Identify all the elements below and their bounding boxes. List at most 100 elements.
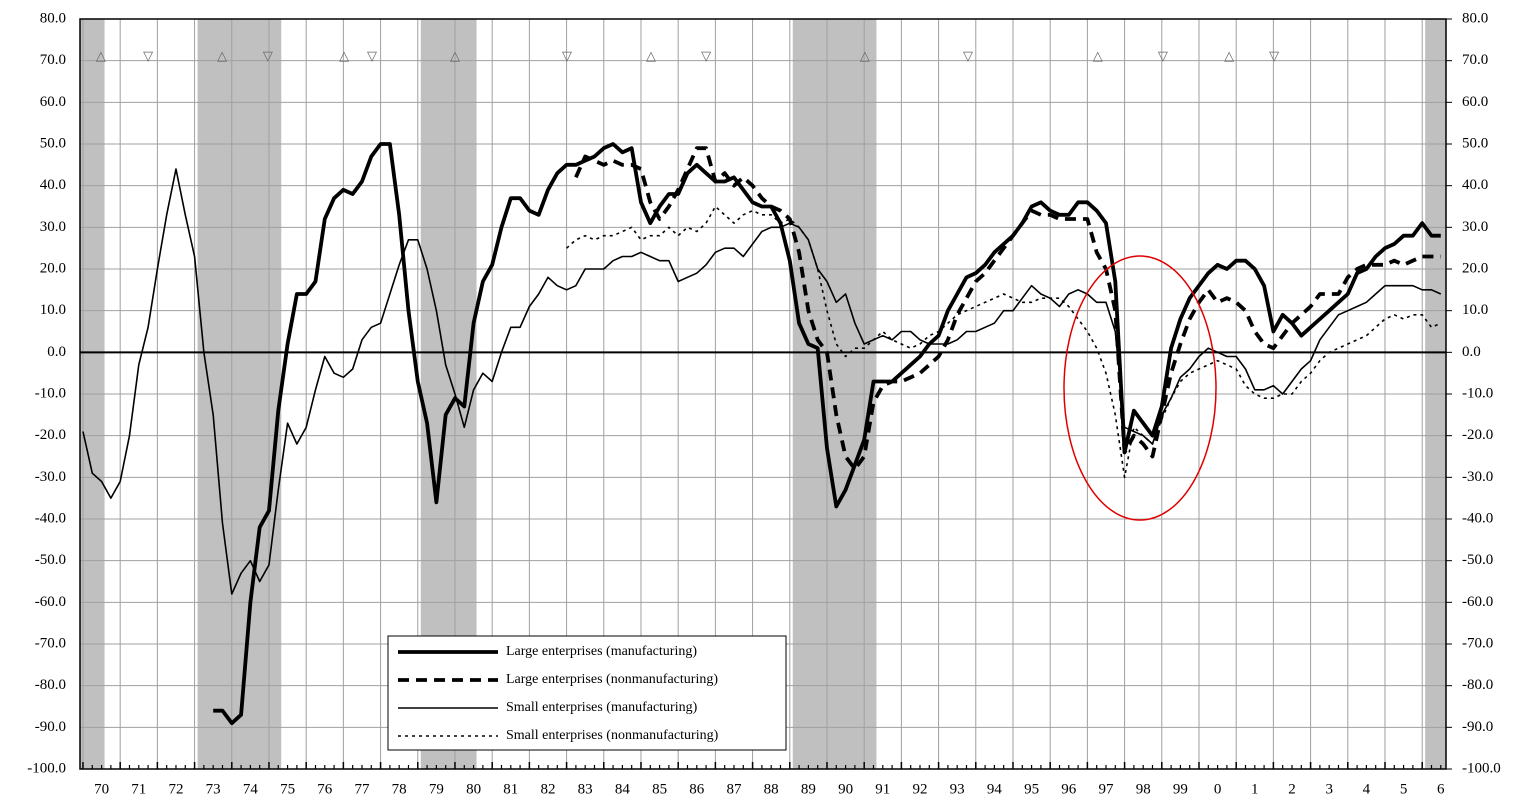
turning-point-marker: ▽ xyxy=(143,49,153,64)
x-tick-label: 86 xyxy=(689,781,705,797)
y-tick-label: -40.0 xyxy=(35,510,66,526)
turning-point-marker: △ xyxy=(1093,49,1103,64)
y-tick-label: 30.0 xyxy=(40,219,66,235)
y-tick-label: -20.0 xyxy=(35,427,66,443)
x-tick-label: 73 xyxy=(206,781,221,797)
y-tick-label: 70.0 xyxy=(40,52,66,68)
y2-tick-label: -90.0 xyxy=(1462,719,1493,735)
y2-tick-label: -30.0 xyxy=(1462,469,1493,485)
x-tick-label: 93 xyxy=(950,781,965,797)
x-tick-label: 90 xyxy=(838,781,853,797)
turning-point-marker: △ xyxy=(339,49,349,64)
x-tick-label: 3 xyxy=(1325,781,1333,797)
series-line xyxy=(574,146,1441,471)
y-tick-label: 60.0 xyxy=(40,94,66,110)
turning-point-marker: ▽ xyxy=(367,49,377,64)
x-tick-label: 82 xyxy=(540,781,555,797)
legend-label: Large enterprises (manufacturing) xyxy=(506,644,697,659)
x-tick-label: 81 xyxy=(503,781,518,797)
x-tick-label: 89 xyxy=(801,781,816,797)
legend-label: Small enterprises (manufacturing) xyxy=(506,700,698,715)
y2-tick-label: 10.0 xyxy=(1462,302,1488,318)
turning-point-marker: △ xyxy=(860,49,870,64)
x-tick-label: 74 xyxy=(243,781,259,797)
series-line xyxy=(82,168,1442,595)
y-tick-label: -80.0 xyxy=(35,677,66,693)
y-tick-label: 10.0 xyxy=(40,302,66,318)
x-tick-label: 76 xyxy=(317,781,333,797)
y-tick-label: 40.0 xyxy=(40,177,66,193)
y2-tick-label: -70.0 xyxy=(1462,635,1493,651)
x-tick-label: 5 xyxy=(1400,781,1408,797)
plot-frame xyxy=(79,18,1447,770)
x-tick-label: 75 xyxy=(280,781,295,797)
x-tick-label: 79 xyxy=(429,781,444,797)
x-tick-label: 80 xyxy=(466,781,481,797)
x-tick-label: 98 xyxy=(1136,781,1151,797)
turning-point-marker: △ xyxy=(1224,49,1234,64)
legend-box xyxy=(387,635,787,751)
x-tick-label: 87 xyxy=(726,781,742,797)
x-tick-label: 78 xyxy=(392,781,407,797)
y-tick-label: -90.0 xyxy=(35,719,66,735)
legend-label: Small enterprises (nonmanufacturing) xyxy=(506,728,719,743)
y-tick-label: -100.0 xyxy=(27,760,66,776)
y2-tick-label: -60.0 xyxy=(1462,594,1493,610)
x-tick-label: 92 xyxy=(912,781,927,797)
x-tick-label: 91 xyxy=(875,781,890,797)
y-tick-label: 80.0 xyxy=(40,10,66,26)
y2-tick-label: 60.0 xyxy=(1462,94,1488,110)
turning-point-marker: △ xyxy=(96,49,106,64)
x-tick-label: 1 xyxy=(1251,781,1259,797)
y2-tick-label: -100.0 xyxy=(1462,760,1501,776)
x-tick-label: 99 xyxy=(1173,781,1188,797)
y2-tick-label: -20.0 xyxy=(1462,427,1493,443)
legend-label: Large enterprises (nonmanufacturing) xyxy=(506,672,718,687)
x-tick-label: 0 xyxy=(1214,781,1222,797)
y2-tick-label: 50.0 xyxy=(1462,135,1488,151)
y2-tick-label: 80.0 xyxy=(1462,10,1488,26)
y-tick-label: -30.0 xyxy=(35,469,66,485)
y2-tick-label: -80.0 xyxy=(1462,677,1493,693)
y-tick-label: 50.0 xyxy=(40,135,66,151)
turning-point-marker: ▽ xyxy=(562,49,572,64)
x-tick-label: 83 xyxy=(578,781,593,797)
turning-point-marker: ▽ xyxy=(701,49,711,64)
turning-point-marker: ▽ xyxy=(1158,49,1168,64)
y-tick-label: 20.0 xyxy=(40,260,66,276)
y2-tick-label: 70.0 xyxy=(1462,52,1488,68)
x-tick-label: 77 xyxy=(354,781,370,797)
y2-tick-label: 20.0 xyxy=(1462,260,1488,276)
x-tick-label: 6 xyxy=(1437,781,1445,797)
x-tick-label: 96 xyxy=(1061,781,1077,797)
y-tick-label: -70.0 xyxy=(35,635,66,651)
x-tick-label: 2 xyxy=(1288,781,1296,797)
y2-tick-label: -50.0 xyxy=(1462,552,1493,568)
series-line xyxy=(566,205,1442,479)
turning-point-marker: △ xyxy=(646,49,656,64)
y2-tick-label: -10.0 xyxy=(1462,385,1493,401)
x-tick-label: 85 xyxy=(652,781,667,797)
x-tick-label: 94 xyxy=(987,781,1003,797)
y-tick-label: -10.0 xyxy=(35,385,66,401)
highlight-ellipse xyxy=(1063,255,1217,521)
turning-point-marker: ▽ xyxy=(963,49,973,64)
x-tick-label: 97 xyxy=(1098,781,1114,797)
x-tick-label: 88 xyxy=(764,781,779,797)
y2-tick-label: 0.0 xyxy=(1462,344,1481,360)
turning-point-marker: ▽ xyxy=(263,49,273,64)
x-tick-label: 95 xyxy=(1024,781,1039,797)
label-layer: 80.0 70.0 60.0 50.0 40.0 30.0 20.0 10.0 0.0 -10.0… xyxy=(27,10,1501,797)
y2-tick-label: 30.0 xyxy=(1462,219,1488,235)
y-tick-label: -50.0 xyxy=(35,552,66,568)
x-tick-label: 70 xyxy=(94,781,109,797)
x-tick-label: 71 xyxy=(131,781,146,797)
series-layer xyxy=(82,142,1442,726)
y2-tick-label: 40.0 xyxy=(1462,177,1488,193)
y-tick-label: -60.0 xyxy=(35,594,66,610)
turning-point-marker: △ xyxy=(450,49,460,64)
legend: Large enterprises (manufacturing) Large e… xyxy=(387,635,787,751)
x-tick-label: 72 xyxy=(168,781,183,797)
series-line xyxy=(213,142,1441,726)
turning-point-marker: △ xyxy=(217,49,227,64)
